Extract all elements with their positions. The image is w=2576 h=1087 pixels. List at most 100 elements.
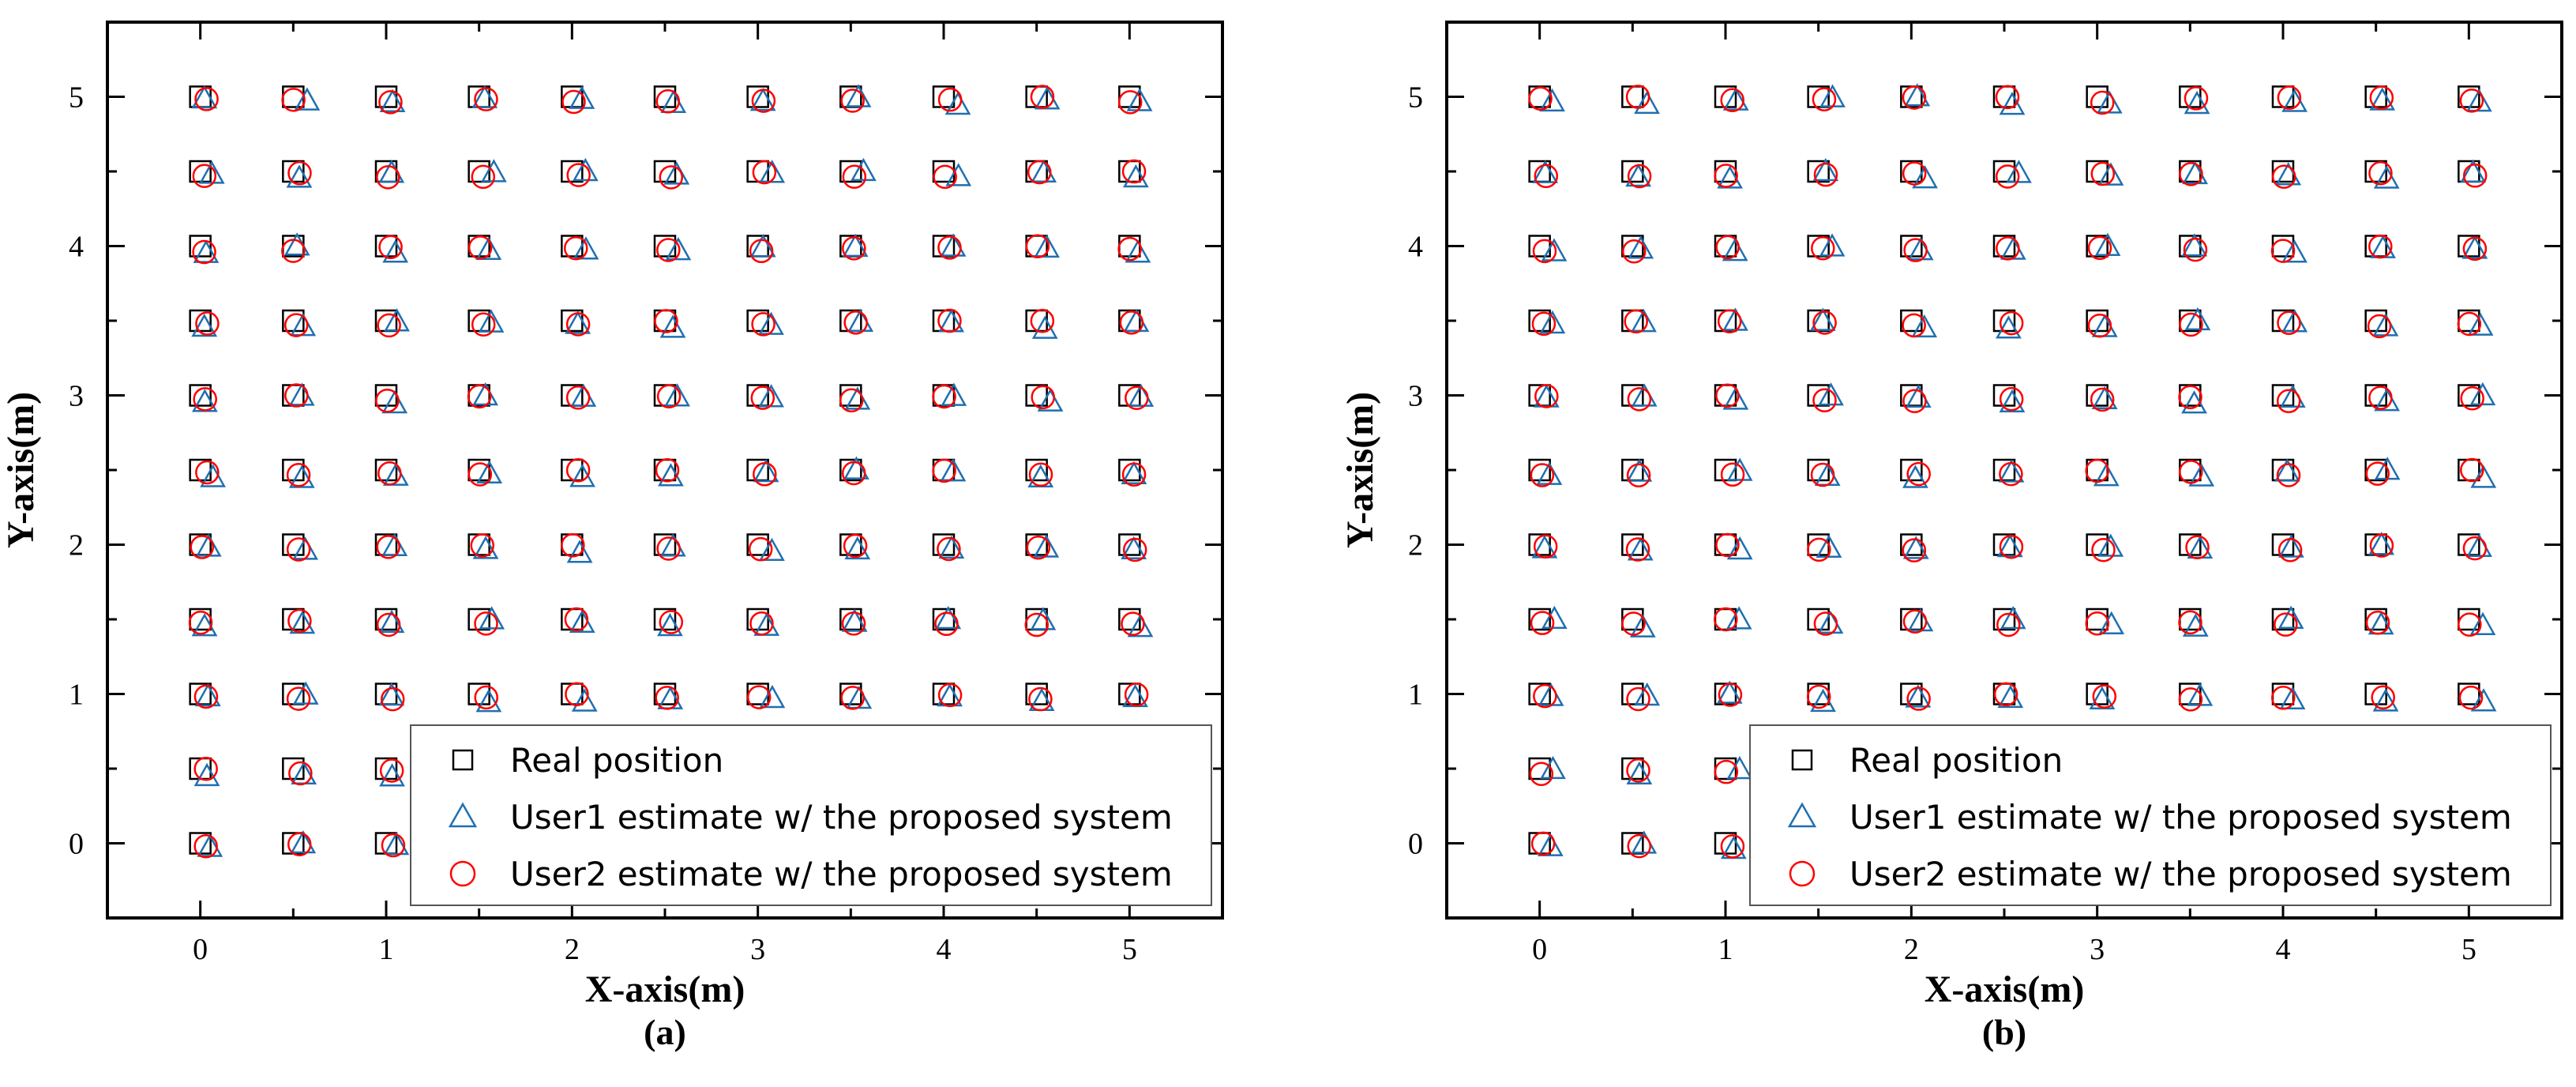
user2-estimate-marker: [194, 87, 219, 111]
user2-estimate-marker: [2184, 86, 2209, 111]
real-position-marker: [653, 607, 677, 631]
x-tick-label: 5: [1122, 933, 1137, 966]
user2-estimate-marker: [193, 757, 218, 781]
user2-estimate-marker: [2462, 164, 2488, 188]
user1-estimate-marker: [472, 536, 499, 559]
user2-estimate-marker: [1717, 309, 1742, 333]
user1-estimate-marker: [566, 540, 593, 563]
user2-estimate-marker: [1530, 611, 1555, 635]
user1-estimate-marker: [2374, 388, 2400, 412]
user2-estimate-marker: [659, 610, 684, 634]
user2-estimate-marker: [1024, 612, 1050, 638]
user2-estimate-marker: [1031, 385, 1055, 410]
real-position-marker: [1528, 607, 1551, 631]
x-axis-title: X-axis(m): [585, 969, 745, 1010]
user2-estimate-marker: [474, 685, 498, 710]
user1-estimate-marker: [2373, 165, 2400, 189]
user2-estimate-marker: [193, 387, 217, 412]
user1-estimate-marker: [753, 458, 779, 483]
user1-estimate-marker: [749, 234, 776, 258]
user1-estimate-marker: [2182, 160, 2209, 185]
real-position-marker: [1807, 607, 1830, 631]
user2-estimate-marker: [287, 832, 312, 857]
user2-estimate-marker: [1996, 612, 2021, 638]
legend-triangle-icon: [1787, 802, 1817, 828]
user1-estimate-marker: [476, 460, 503, 483]
user2-estimate-marker: [1121, 462, 1147, 487]
user1-estimate-marker: [379, 763, 405, 787]
user1-estimate-marker: [2469, 611, 2496, 635]
user1-estimate-marker: [1628, 235, 1654, 259]
user1-estimate-marker: [1626, 761, 1653, 785]
legend: Real position User1 estimate w/ the propo…: [1749, 724, 2552, 906]
user1-estimate-marker: [288, 382, 315, 406]
user1-estimate-marker: [1726, 755, 1753, 780]
user1-estimate-marker: [753, 612, 780, 636]
real-position-marker: [2086, 384, 2108, 407]
user1-estimate-marker: [1722, 386, 1749, 410]
user2-estimate-marker: [1813, 162, 1838, 187]
user2-estimate-marker: [841, 461, 866, 486]
user2-estimate-marker: [284, 313, 309, 337]
user1-estimate-marker: [2098, 611, 2125, 634]
user2-estimate-marker: [840, 686, 865, 710]
user2-estimate-marker: [2277, 85, 2302, 110]
user2-estimate-marker: [286, 463, 311, 487]
user1-estimate-marker: [2372, 688, 2399, 712]
user1-estimate-marker: [1996, 315, 2022, 339]
user2-estimate-marker: [376, 612, 401, 638]
user2-estimate-marker: [937, 536, 961, 562]
user2-estimate-marker: [1715, 235, 1740, 260]
user2-estimate-marker: [1902, 538, 1927, 562]
y-tick-label: 2: [1408, 529, 1423, 562]
real-position-marker: [1807, 235, 1830, 258]
user1-estimate-marker: [1123, 308, 1150, 333]
user2-estimate-marker: [2276, 389, 2301, 414]
user1-estimate-marker: [1539, 88, 1565, 112]
real-position-marker: [2364, 384, 2387, 407]
user1-estimate-marker: [1722, 238, 1748, 261]
real-position-marker: [932, 533, 956, 556]
user2-estimate-marker: [564, 607, 589, 632]
user2-estimate-marker: [1999, 461, 2023, 487]
user2-estimate-marker: [286, 537, 311, 562]
user1-estimate-marker: [940, 458, 967, 482]
user2-estimate-marker: [2092, 684, 2117, 709]
user2-estimate-marker: [375, 388, 400, 413]
user2-estimate-marker: [1902, 161, 1927, 186]
user2-estimate-marker: [1528, 86, 1553, 111]
user2-estimate-marker: [193, 684, 219, 709]
user1-estimate-marker: [1911, 314, 1938, 338]
user1-estimate-marker: [2277, 605, 2304, 630]
user2-estimate-marker: [1999, 534, 2024, 559]
user2-estimate-marker: [1813, 611, 1838, 636]
user1-estimate-marker: [659, 314, 686, 338]
real-position-marker: [1900, 458, 1923, 482]
user1-estimate-marker: [842, 233, 869, 258]
user2-estimate-marker: [2179, 162, 2203, 186]
user1-estimate-marker: [2467, 312, 2494, 336]
user1-estimate-marker: [1912, 165, 1938, 189]
user1-estimate-marker: [2470, 688, 2497, 712]
real-position-marker: [2364, 458, 2387, 482]
user2-estimate-marker: [1125, 386, 1149, 410]
user2-estimate-marker: [378, 235, 403, 259]
real-position-marker: [189, 683, 212, 705]
user1-estimate-marker: [1726, 457, 1753, 481]
user1-estimate-marker: [384, 308, 410, 332]
user2-estimate-marker: [2458, 612, 2482, 637]
user1-estimate-marker: [1541, 605, 1568, 630]
user2-estimate-marker: [841, 611, 866, 636]
y-tick-label: 4: [69, 231, 84, 264]
user1-estimate-marker: [1998, 459, 2025, 483]
user1-estimate-marker: [1540, 755, 1566, 780]
user1-estimate-marker: [191, 85, 218, 109]
user1-estimate-marker: [1902, 465, 1928, 488]
real-position-marker: [839, 458, 862, 482]
user2-estimate-marker: [2271, 164, 2296, 189]
user2-estimate-marker: [1995, 164, 2020, 189]
user2-estimate-marker: [287, 160, 312, 186]
y-tick-label: 5: [69, 81, 84, 115]
user2-estimate-marker: [654, 309, 678, 333]
user1-estimate-marker: [1816, 534, 1842, 558]
